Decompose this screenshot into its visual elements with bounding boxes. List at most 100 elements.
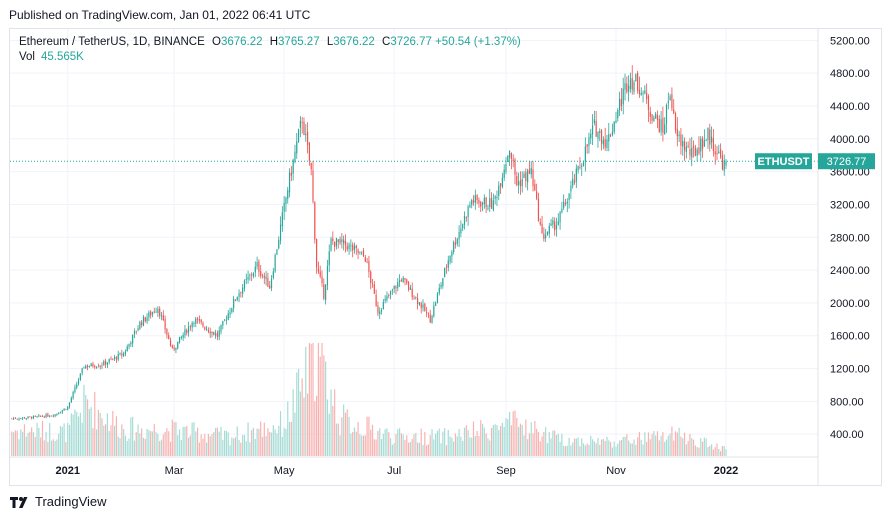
- candle-body: [222, 321, 224, 326]
- candle-body: [527, 170, 529, 183]
- volume-bar: [124, 435, 127, 456]
- candle-body: [81, 368, 83, 374]
- candle-body: [435, 303, 437, 306]
- volume-bar: [582, 443, 585, 456]
- volume-bar: [438, 428, 440, 456]
- price-tick-label: 2400.00: [830, 265, 870, 277]
- volume-bar: [353, 427, 356, 456]
- volume-bar: [115, 416, 118, 456]
- candle-body: [402, 277, 404, 283]
- candle-body: [162, 315, 164, 320]
- candle-body: [106, 362, 108, 365]
- volume-bar: [357, 422, 359, 456]
- candle-body: [323, 284, 325, 299]
- volume-bar: [494, 424, 496, 456]
- candle-body: [330, 238, 332, 251]
- volume-bar: [389, 438, 392, 456]
- volume-bar: [135, 432, 137, 456]
- candle-body: [644, 90, 646, 94]
- volume-bar: [521, 424, 523, 456]
- volume-bar: [462, 440, 464, 456]
- candle-body: [234, 299, 237, 301]
- volume-bar: [68, 424, 71, 456]
- volume-bar: [110, 425, 112, 456]
- candle-body: [415, 297, 417, 298]
- volume-bar: [407, 442, 410, 456]
- candle-body: [103, 361, 105, 366]
- volume-bar: [391, 444, 393, 456]
- candle-body: [211, 331, 213, 334]
- candle-body: [696, 149, 698, 156]
- price-tick-label: 4800.00: [830, 68, 870, 80]
- volume-bar: [573, 438, 576, 456]
- volume-bar: [337, 423, 339, 456]
- volume-bar: [119, 438, 121, 456]
- volume-bar: [29, 431, 31, 456]
- footer-brand[interactable]: TradingView: [9, 494, 107, 509]
- candle-body: [436, 293, 439, 304]
- candle-body: [720, 149, 722, 157]
- candle-body: [573, 180, 576, 183]
- volume-bar: [207, 433, 209, 456]
- volume-bar: [352, 432, 354, 456]
- candle-body: [516, 175, 518, 186]
- candle-body: [326, 266, 329, 286]
- candle-body: [173, 347, 175, 350]
- chart-frame[interactable]: [9, 28, 882, 486]
- candle-body: [36, 416, 38, 418]
- volume-bar: [662, 432, 664, 456]
- candle-body: [189, 326, 191, 327]
- volume-bar: [137, 424, 139, 456]
- volume-bar: [178, 429, 181, 456]
- volume-bar: [554, 430, 556, 456]
- candle-body: [572, 178, 574, 186]
- candle-body: [45, 414, 47, 418]
- volume-bar: [501, 422, 503, 456]
- candle-body: [130, 342, 132, 345]
- candle-body: [595, 120, 597, 137]
- volume-bar: [561, 433, 563, 456]
- candle-body: [155, 311, 157, 313]
- volume-bar: [678, 427, 680, 456]
- candle-body: [297, 129, 300, 142]
- candle-body: [687, 145, 689, 147]
- candle-body: [34, 416, 36, 417]
- candle-body: [205, 329, 208, 331]
- candle-body: [647, 96, 650, 111]
- volume-bar: [27, 432, 29, 456]
- volume-bar: [112, 410, 114, 456]
- candle-body: [166, 328, 168, 335]
- volume-bar: [317, 343, 320, 456]
- candle-body: [498, 185, 500, 196]
- candle-body: [11, 418, 13, 420]
- candle-body: [124, 351, 127, 354]
- volume-bar: [548, 431, 550, 456]
- candle-body: [397, 282, 399, 288]
- volume-bar: [716, 443, 718, 456]
- candle-body: [108, 359, 110, 363]
- published-note: Published on TradingView.com, Jan 01, 20…: [9, 8, 311, 22]
- volume-bar: [128, 438, 130, 456]
- candle-body: [86, 365, 89, 368]
- candle-body: [559, 211, 561, 223]
- time-tick-label: Sep: [496, 465, 516, 477]
- candle-body: [622, 88, 624, 105]
- volume-bar: [518, 426, 520, 456]
- candle-body: [142, 316, 145, 326]
- candle-body: [335, 238, 338, 246]
- candle-body: [539, 222, 541, 225]
- volume-bar: [335, 423, 338, 456]
- candle-body: [279, 224, 282, 241]
- volume-bar: [106, 413, 108, 456]
- tradingview-logo-icon: [10, 496, 28, 508]
- volume-bar: [700, 437, 702, 456]
- ticker-tag-label: ETHUSDT: [758, 156, 810, 168]
- candle-body: [523, 173, 525, 179]
- candle-body: [38, 415, 40, 417]
- volume-bar: [25, 436, 27, 456]
- volume-bar: [104, 424, 107, 456]
- price-tick-label: 5200.00: [830, 35, 870, 47]
- candle-body: [191, 322, 193, 328]
- volume-bar: [644, 432, 646, 456]
